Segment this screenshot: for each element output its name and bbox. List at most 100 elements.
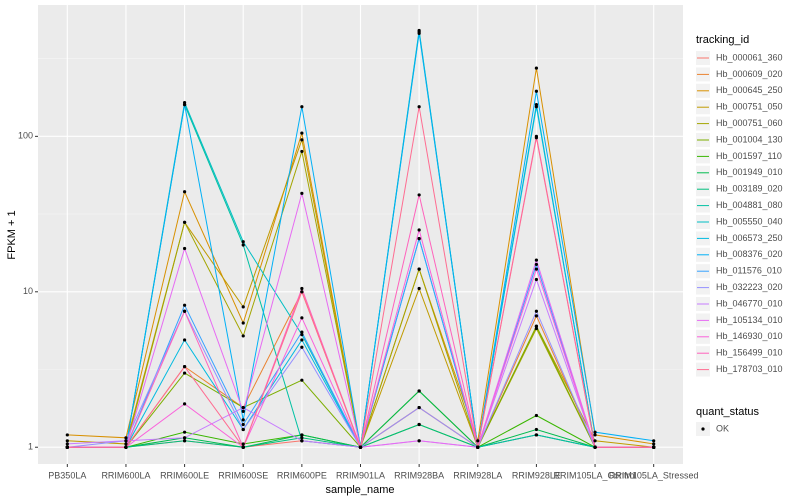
data-point	[300, 333, 304, 337]
data-point	[124, 445, 128, 449]
data-point	[534, 267, 539, 271]
data-point	[417, 193, 421, 197]
y-tick-label: 100	[18, 131, 33, 141]
legend-label: Hb_000609_020	[716, 69, 783, 79]
y-axis-title: FPKM + 1	[6, 210, 18, 259]
legend-label: Hb_008376_020	[716, 249, 783, 259]
data-point	[65, 442, 69, 446]
data-point	[300, 378, 304, 382]
x-tick-label: RRIM600PE	[277, 470, 327, 480]
data-point	[476, 445, 480, 449]
legend-swatch	[701, 427, 705, 431]
data-point	[182, 338, 187, 342]
data-point	[241, 305, 245, 309]
data-point	[300, 191, 304, 195]
data-point	[417, 105, 421, 109]
data-point	[417, 236, 421, 241]
legend-label: Hb_032223_020	[716, 282, 783, 292]
x-tick-label: RRIM901LA	[336, 470, 385, 480]
data-point	[241, 427, 245, 432]
y-tick-label: 1	[28, 442, 33, 452]
data-point	[534, 433, 539, 437]
data-point	[534, 413, 539, 418]
data-point	[65, 433, 69, 437]
legend-label: Hb_001004_130	[716, 134, 783, 144]
data-point	[652, 439, 656, 443]
data-point	[534, 277, 539, 282]
data-point	[417, 439, 421, 443]
legend-label: Hb_011576_010	[716, 266, 782, 276]
data-point	[534, 136, 539, 140]
legend-label: Hb_005550_040	[716, 216, 783, 226]
data-point	[241, 409, 245, 414]
legend-label: Hb_105134_010	[716, 315, 783, 325]
x-tick-label: RRIM105LA_Stressed	[609, 470, 699, 480]
data-point	[241, 418, 245, 422]
legend-title: tracking_id	[696, 34, 749, 46]
data-point	[241, 321, 245, 325]
legend-label: Hb_003189_020	[716, 184, 783, 194]
data-point	[124, 442, 128, 446]
data-point	[300, 439, 304, 443]
legend-title: quant_status	[696, 406, 759, 418]
data-point	[241, 334, 245, 338]
data-point	[300, 338, 304, 342]
legend-label: Hb_046770_010	[716, 298, 783, 308]
data-point	[182, 430, 187, 434]
data-point	[241, 240, 245, 244]
x-tick-label: RRIM600LA	[101, 470, 150, 480]
data-point	[241, 243, 245, 247]
data-point	[182, 371, 187, 375]
x-tick-label: RRIM600SE	[218, 470, 268, 480]
x-axis-title: sample_name	[325, 484, 394, 496]
data-point	[417, 422, 421, 427]
data-point	[124, 436, 128, 440]
data-point	[300, 149, 304, 154]
data-point	[534, 309, 539, 313]
data-point	[417, 286, 421, 291]
data-point	[300, 138, 304, 142]
legend-label: Hb_001949_010	[716, 167, 783, 177]
data-point	[593, 433, 597, 437]
data-point	[182, 402, 187, 406]
legend-label: Hb_004881_080	[716, 200, 783, 210]
data-point	[300, 131, 304, 135]
x-tick-label: PB350LA	[48, 470, 86, 480]
data-point	[417, 228, 421, 232]
x-tick-label: RRIM928LE	[512, 470, 561, 480]
data-point	[534, 105, 539, 109]
x-tick-label: RRIM105LA_Control	[554, 470, 637, 480]
data-point	[182, 309, 187, 313]
legend-label: Hb_001597_110	[716, 151, 782, 161]
legend-label: Hb_006573_250	[716, 233, 783, 243]
data-point	[417, 267, 421, 271]
lines	[65, 28, 656, 450]
x-tick-label: RRIM928BA	[394, 470, 444, 480]
data-point	[182, 246, 187, 251]
data-point	[652, 445, 656, 449]
legend-label: Hb_000751_060	[716, 118, 783, 128]
data-point	[593, 439, 597, 443]
y-tick-label: 10	[23, 286, 33, 296]
data-point	[182, 303, 187, 307]
data-point	[241, 422, 245, 427]
data-point	[300, 286, 304, 291]
data-point	[300, 345, 304, 349]
data-point	[65, 445, 69, 449]
data-point	[300, 105, 304, 109]
data-point	[534, 326, 539, 331]
data-point	[593, 430, 597, 434]
data-point	[534, 258, 539, 262]
x-tick-label: RRIM928LA	[453, 470, 502, 480]
legend-label: Hb_178703_010	[716, 364, 783, 374]
data-point	[241, 445, 245, 449]
legend-label: Hb_146930_010	[716, 331, 783, 341]
data-point	[182, 103, 187, 107]
data-point	[476, 439, 480, 443]
legend-label: Hb_156499_010	[716, 348, 783, 358]
data-point	[300, 436, 304, 440]
data-point	[300, 290, 304, 294]
data-point	[593, 445, 597, 449]
